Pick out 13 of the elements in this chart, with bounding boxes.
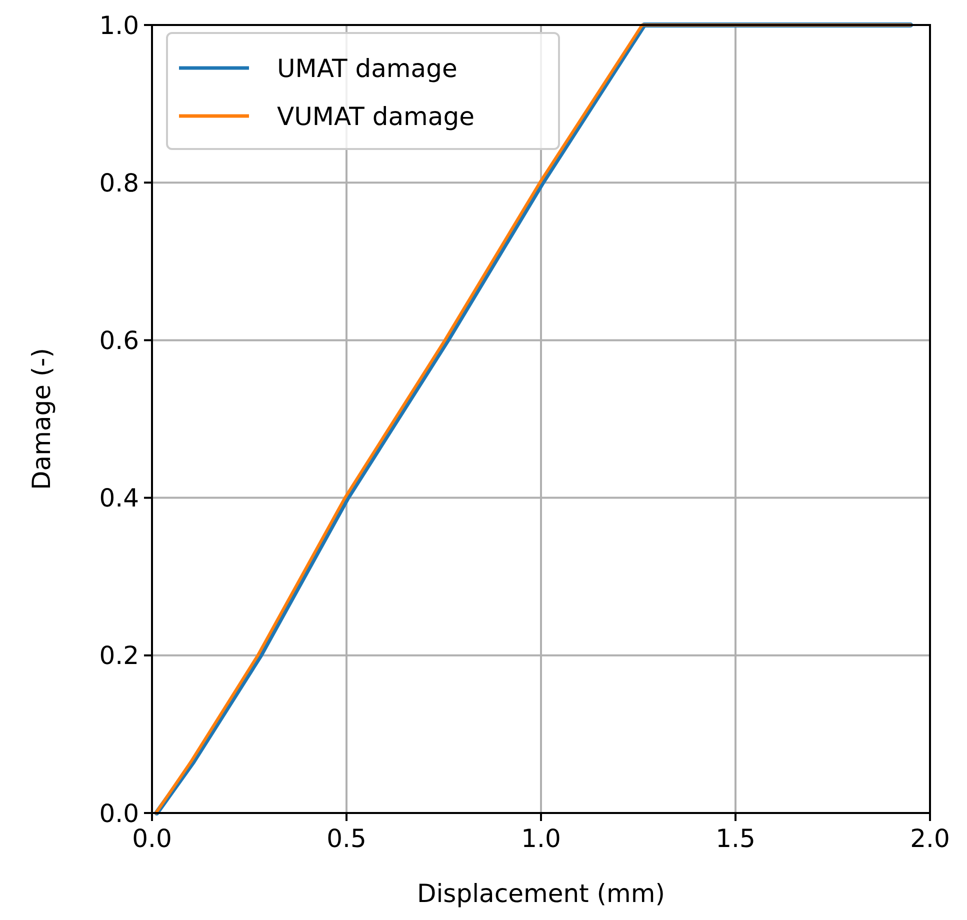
- x-tick-label: 1.5: [716, 824, 756, 853]
- x-axis-title: Displacement (mm): [416, 879, 666, 908]
- y-tick-label: 0.6: [99, 326, 139, 355]
- legend-label: VUMAT damage: [277, 102, 474, 131]
- x-tick-label: 1.0: [521, 824, 561, 853]
- x-tick-label: 0.5: [326, 824, 366, 853]
- y-tick-label: 0.4: [99, 484, 139, 513]
- y-tick-label: 0.2: [99, 641, 139, 670]
- legend-label: UMAT damage: [277, 54, 458, 83]
- x-tick-label: 2.0: [910, 824, 950, 853]
- y-tick-label: 0.8: [99, 168, 139, 198]
- y-tick-label: 1.0: [99, 10, 139, 40]
- y-axis-title: Damage (-): [27, 348, 56, 490]
